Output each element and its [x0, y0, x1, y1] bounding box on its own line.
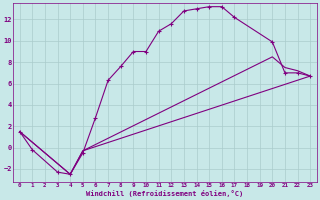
X-axis label: Windchill (Refroidissement éolien,°C): Windchill (Refroidissement éolien,°C) [86, 190, 244, 197]
